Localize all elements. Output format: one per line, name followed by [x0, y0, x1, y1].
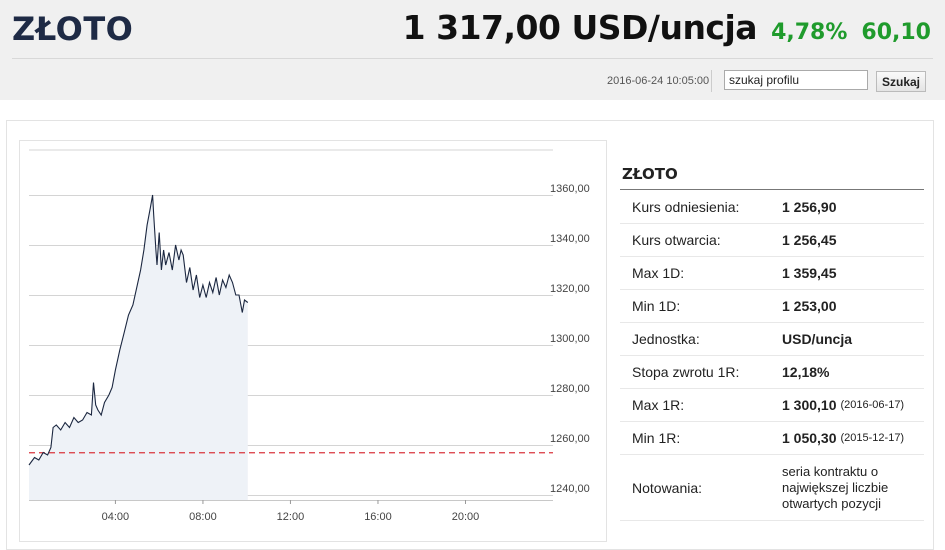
info-title: ZŁOTO	[622, 165, 678, 183]
info-value: 1 359,45	[782, 257, 924, 289]
profile-search-input[interactable]	[724, 70, 868, 90]
info-row: Min 1D: 1 253,00	[620, 290, 924, 323]
info-row: Max 1D: 1 359,45	[620, 257, 924, 290]
search-button[interactable]: Szukaj	[876, 71, 926, 92]
y-tick-label: 1260,00	[550, 433, 590, 445]
info-value-text: 1 300,10	[782, 397, 837, 413]
info-title-underline	[620, 189, 924, 190]
y-axis-labels: 1240,00 1260,00 1280,00 1300,00 1320,00 1340,…	[550, 183, 590, 495]
y-tick-label: 1360,00	[550, 183, 590, 195]
info-row: Jednostka: USD/uncja	[620, 323, 924, 356]
page-title: ZŁOTO	[12, 10, 134, 48]
x-tick-label: 08:00	[189, 511, 217, 523]
info-row: Notowania: seria kontraktu o największej …	[620, 455, 924, 521]
info-value: 12,18%	[782, 356, 924, 388]
info-value: 1 256,90	[782, 191, 924, 223]
info-label: Min 1R:	[632, 430, 681, 446]
info-value-text: 1 253,00	[782, 298, 837, 314]
info-value-text: 12,18%	[782, 364, 830, 380]
x-tick-label: 12:00	[277, 511, 305, 523]
info-row: Max 1R: 1 300,10 (2016-06-17)	[620, 389, 924, 422]
info-value: 1 050,30 (2015-12-17)	[782, 422, 924, 454]
y-tick-label: 1340,00	[550, 233, 590, 245]
x-axis-labels: 04:00 08:00 12:00 16:00 20:00	[102, 500, 480, 523]
info-value: 1 253,00	[782, 290, 924, 322]
x-tick-label: 20:00	[452, 511, 480, 523]
info-value-text: 1 359,45	[782, 265, 837, 281]
info-row: Kurs otwarcia: 1 256,45	[620, 224, 924, 257]
info-label: Jednostka:	[632, 331, 700, 347]
info-value-text: 1 256,90	[782, 199, 837, 215]
price-series-line	[28, 194, 249, 466]
info-value-text: 1 256,45	[782, 232, 837, 248]
info-label: Min 1D:	[632, 298, 681, 314]
header-separator	[711, 70, 712, 92]
y-tick-label: 1240,00	[550, 483, 590, 495]
info-label: Stopa zwrotu 1R:	[632, 364, 740, 380]
info-row: Kurs odniesienia: 1 256,90	[620, 191, 924, 224]
x-tick-label: 16:00	[364, 511, 392, 523]
y-tick-label: 1300,00	[550, 333, 590, 345]
instrument-info-table: Kurs odniesienia: 1 256,90 Kurs otwarcia: 1…	[620, 191, 924, 521]
info-value: seria kontraktu o największej liczbie ot…	[782, 455, 924, 520]
info-value: 1 256,45	[782, 224, 924, 256]
quote-timestamp: 2016-06-24 10:05:00	[607, 75, 710, 87]
info-value-date: (2015-12-17)	[840, 432, 905, 444]
info-row: Stopa zwrotu 1R: 12,18%	[620, 356, 924, 389]
chart-gridlines	[29, 149, 553, 501]
header-bar: ZŁOTO 1 317,00 USD/uncja 4,78% 60,10 201…	[0, 0, 945, 100]
info-label: Max 1D:	[632, 265, 685, 281]
info-value-text: USD/uncja	[782, 331, 853, 347]
y-tick-label: 1320,00	[550, 283, 590, 295]
info-label: Max 1R:	[632, 397, 685, 413]
current-price: 1 317,00 USD/uncja	[402, 8, 758, 47]
intraday-price-chart: 1240,00 1260,00 1280,00 1300,00 1320,00 1340,…	[28, 149, 590, 523]
header-divider	[12, 58, 933, 59]
info-value: 1 300,10 (2016-06-17)	[782, 389, 924, 421]
info-value-date: (2016-06-17)	[840, 399, 905, 411]
info-row: Min 1R: 1 050,30 (2015-12-17)	[620, 422, 924, 455]
info-label: Notowania:	[632, 479, 703, 496]
x-tick-label: 04:00	[102, 511, 130, 523]
info-label: Kurs odniesienia:	[632, 199, 740, 215]
change-percent: 4,78%	[771, 20, 848, 45]
info-value-text: 1 050,30	[782, 430, 837, 446]
info-value: USD/uncja	[782, 323, 924, 355]
info-label: Kurs otwarcia:	[632, 232, 721, 248]
y-tick-label: 1280,00	[550, 383, 590, 395]
price-area-fill	[29, 195, 248, 500]
price-summary: 1 317,00 USD/uncja 4,78% 60,10	[403, 8, 931, 47]
change-absolute: 60,10	[861, 20, 931, 45]
info-value-text: seria kontraktu o największej liczbie ot…	[782, 463, 889, 511]
